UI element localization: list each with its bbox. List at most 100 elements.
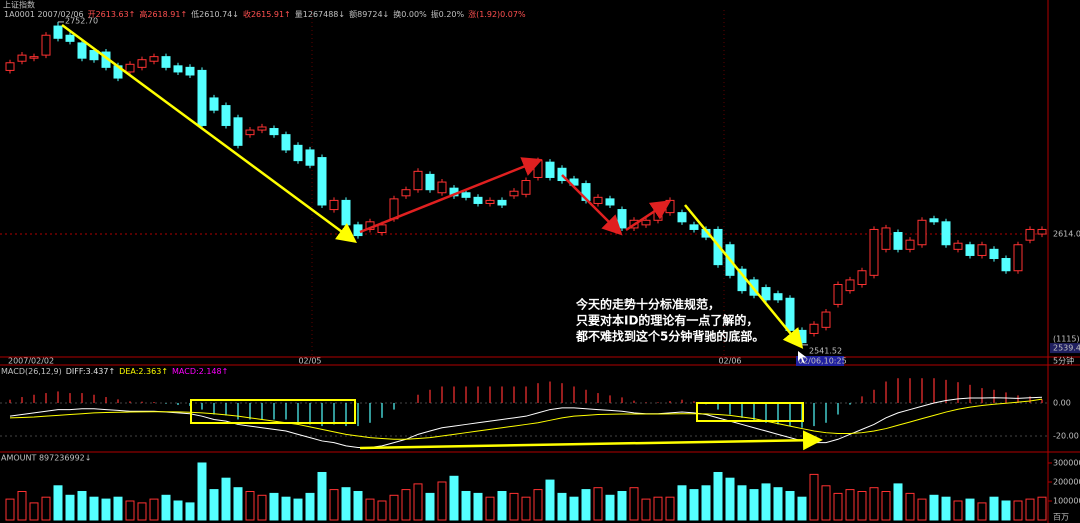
- volume-bar: [5, 498, 15, 521]
- volume-bar: [293, 498, 303, 521]
- macd-line: [9, 396, 1043, 449]
- current-price-box: [1050, 343, 1080, 354]
- candle-body: [17, 54, 27, 62]
- header-item: DIFF:3.437↑: [66, 367, 115, 376]
- volume-bar: [245, 490, 255, 521]
- volume-bar: [497, 490, 507, 521]
- volume-bar: [809, 473, 819, 521]
- volume-bar: [617, 490, 627, 521]
- volume-bar: [965, 498, 975, 521]
- volume-bar: [701, 485, 711, 521]
- volume-bar: [125, 500, 135, 521]
- volume-bar: [881, 490, 891, 521]
- current-price: 2539.44: [1053, 344, 1080, 353]
- candle-body: [53, 25, 63, 39]
- volume-bar: [785, 490, 795, 521]
- volume-bar: [593, 487, 603, 521]
- candle-body: [977, 244, 987, 256]
- volume-bar: [101, 498, 111, 521]
- volume-bar: [449, 475, 459, 521]
- trend-arrow: [359, 157, 543, 234]
- volume-bar: [209, 489, 219, 521]
- volume-bar: [485, 496, 495, 521]
- candle-body: [185, 66, 195, 76]
- volume-bar: [161, 494, 171, 521]
- volume-bar: [533, 489, 543, 521]
- candle-body: [641, 219, 651, 226]
- header-item: 涨(1.92)0.07%: [468, 9, 526, 19]
- volume-bar: [857, 490, 867, 521]
- candle-body: [809, 323, 819, 334]
- volume-bar: [569, 496, 579, 521]
- x-tick-label: 02/06: [718, 357, 741, 366]
- volume-bar: [257, 494, 267, 521]
- volume-bar: [1013, 500, 1023, 521]
- candle-body: [473, 196, 483, 204]
- volume-bar: [53, 485, 63, 521]
- header-text: 1A0001 2007/02/06 开2613.63↑ 高2618.91↑ 低2610…: [4, 9, 526, 19]
- candle-body: [833, 284, 843, 305]
- header-item: MACD:2.148↑: [172, 367, 228, 376]
- volume-bar: [473, 492, 483, 521]
- volume-bar: [341, 487, 351, 521]
- price-label: 2541.52: [809, 346, 842, 355]
- y-tick-label: 0.00: [1053, 398, 1071, 407]
- volume-bar: [221, 477, 231, 521]
- candle-body: [905, 239, 915, 250]
- candle-body: [665, 199, 675, 214]
- volume-bar: [941, 496, 951, 521]
- y-tick-label: -20.00: [1053, 431, 1079, 440]
- candle-body: [689, 224, 699, 230]
- volume-bar: [233, 487, 243, 521]
- candle-body: [521, 180, 531, 195]
- header-item: 额89724↓: [349, 9, 389, 19]
- candle-body: [41, 34, 51, 56]
- candle-body: [857, 270, 867, 286]
- cursor-label: 02/06,10:25: [798, 357, 847, 366]
- candle-body: [545, 161, 555, 178]
- divergence-box: [190, 399, 356, 424]
- volume-bar: [821, 485, 831, 521]
- price-label: 2752.70: [65, 16, 98, 25]
- annotation: 今天的走势十分标准规范，: [575, 297, 720, 312]
- volume-bar: [773, 487, 783, 521]
- volume-bar: [353, 490, 363, 521]
- candle-body: [989, 248, 999, 260]
- volume-bar: [329, 489, 339, 521]
- volume-bar: [437, 481, 447, 521]
- candle-body: [233, 117, 243, 146]
- header-item: 1A0001 2007/02/06: [4, 10, 84, 19]
- candle-body: [953, 242, 963, 250]
- y-tick-label: 300000: [1053, 458, 1080, 467]
- candle-body: [209, 97, 219, 111]
- volume-bar: [521, 496, 531, 521]
- trend-arrows: [61, 23, 823, 451]
- volume-bar: [509, 492, 519, 521]
- volume-bar: [173, 500, 183, 521]
- mouse-cursor: [798, 351, 807, 363]
- volume-bar: [725, 477, 735, 521]
- candle-body: [197, 69, 207, 126]
- volume-bar: [677, 485, 687, 521]
- candle-body: [1001, 258, 1011, 272]
- candle-body: [173, 65, 183, 73]
- volume-bar: [401, 489, 411, 521]
- candle-body: [245, 129, 255, 136]
- candle-body: [221, 105, 231, 126]
- volume-bar: [893, 483, 903, 521]
- candle-body: [845, 279, 855, 292]
- candle-body: [89, 50, 99, 61]
- volume-bar: [713, 471, 723, 521]
- volume-bar: [557, 492, 567, 521]
- volume-bar: [761, 483, 771, 521]
- header-item: 振0.20%: [431, 9, 465, 19]
- volume-bar: [197, 462, 207, 521]
- candle-body: [425, 173, 435, 191]
- trend-arrow: [684, 204, 804, 349]
- candle-body: [917, 219, 927, 246]
- volume-bar: [653, 496, 663, 521]
- header-text: MACD(26,12,9) DIFF:3.437↑ DEA:2.363↑ MACD:2…: [1, 367, 228, 376]
- candle-body: [761, 287, 771, 301]
- candle-body: [77, 42, 87, 59]
